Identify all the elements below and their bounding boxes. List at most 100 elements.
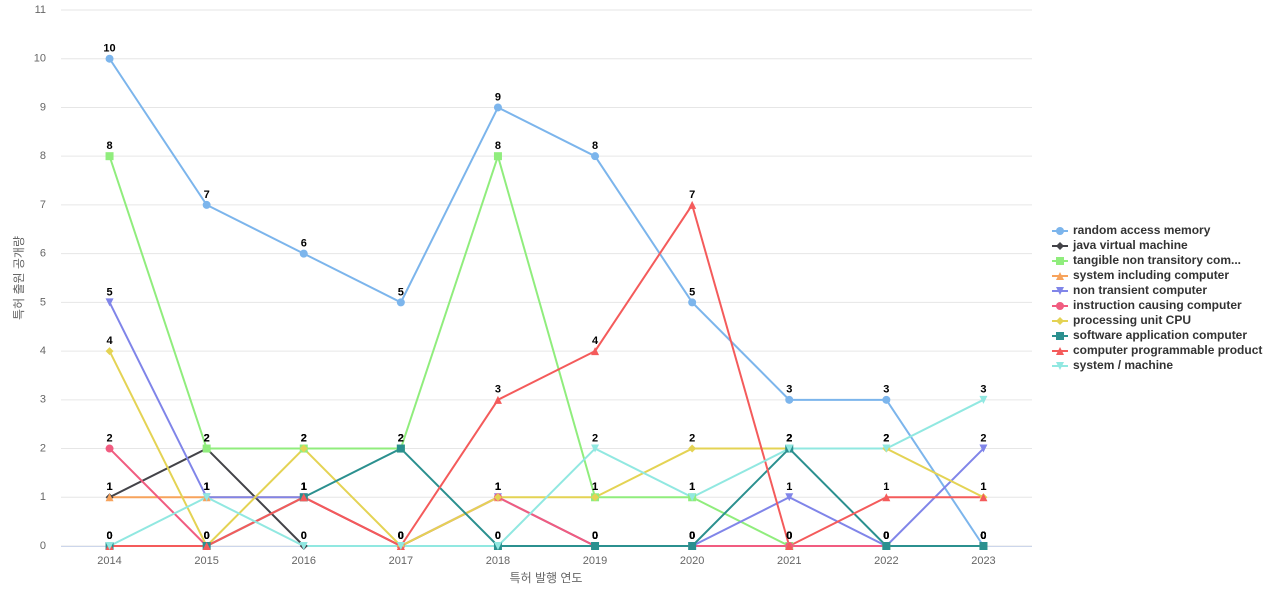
data-label: 0 (495, 530, 501, 542)
marker (105, 54, 114, 63)
data-label: 0 (204, 530, 210, 542)
data-label: 0 (592, 530, 598, 542)
data-label: 5 (106, 286, 112, 298)
data-label: 1 (495, 481, 501, 493)
data-label: 0 (398, 530, 404, 542)
marker (396, 444, 405, 453)
data-label: 9 (495, 91, 501, 103)
marker (396, 298, 405, 307)
data-label: 3 (495, 384, 501, 396)
data-label: 4 (106, 335, 113, 347)
data-label: 8 (592, 140, 598, 152)
legend-item[interactable]: non transient computer (1052, 283, 1207, 297)
marker (1056, 332, 1064, 340)
x-tick-label: 2021 (777, 555, 801, 567)
data-label: 0 (786, 530, 792, 542)
marker (105, 347, 114, 356)
marker (591, 152, 600, 161)
legend-item[interactable]: system including computer (1052, 268, 1229, 282)
data-label: 0 (883, 530, 889, 542)
marker (785, 395, 794, 404)
series-line (109, 202, 984, 548)
legend-label: java virtual machine (1072, 238, 1188, 252)
data-label: 2 (980, 432, 986, 444)
marker (785, 493, 794, 502)
data-label: 0 (301, 530, 307, 542)
data-label: 0 (398, 530, 404, 542)
data-label: 1 (106, 481, 112, 493)
marker (882, 444, 891, 453)
data-label: 2 (301, 432, 307, 444)
data-label: 2 (786, 432, 792, 444)
y-tick-label: 10 (34, 53, 46, 65)
marker (882, 395, 891, 404)
data-label: 0 (106, 530, 112, 542)
marker (1056, 227, 1064, 235)
data-label: 0 (689, 530, 695, 542)
data-label: 2 (398, 432, 404, 444)
legend-item[interactable]: java virtual machine (1052, 238, 1188, 252)
legend-label: non transient computer (1073, 283, 1207, 297)
data-label: 1 (301, 481, 307, 493)
marker (202, 200, 211, 209)
data-label: 2 (398, 432, 404, 444)
x-tick-label: 2015 (194, 555, 218, 567)
data-label: 1 (689, 481, 695, 493)
data-label: 0 (980, 530, 986, 542)
data-label: 1 (495, 481, 501, 493)
data-label: 3 (980, 384, 986, 396)
x-tick-label: 2014 (97, 555, 121, 567)
legend-item[interactable]: instruction causing computer (1052, 298, 1242, 312)
data-label: 1 (495, 481, 501, 493)
marker (882, 493, 891, 502)
data-label: 0 (398, 530, 404, 542)
marker (396, 542, 405, 550)
data-label: 0 (204, 530, 210, 542)
data-label: 2 (301, 432, 307, 444)
marker (882, 542, 891, 550)
marker (105, 152, 114, 161)
y-tick-label: 3 (40, 394, 46, 406)
data-label: 1 (301, 481, 307, 493)
legend-item[interactable]: computer programmable product (1052, 343, 1262, 357)
legend-item[interactable]: processing unit CPU (1052, 313, 1191, 327)
legend-label: instruction causing computer (1073, 298, 1242, 312)
x-tick-label: 2017 (389, 555, 413, 567)
data-label: 0 (883, 530, 889, 542)
data-label: 1 (495, 481, 501, 493)
y-tick-label: 0 (40, 540, 46, 552)
data-label: 0 (689, 530, 695, 542)
data-label: 5 (689, 286, 695, 298)
data-label: 1 (301, 481, 307, 493)
marker (591, 542, 600, 550)
legend-label: random access memory (1073, 223, 1211, 237)
legend-label: software application computer (1073, 328, 1247, 342)
data-label: 0 (786, 530, 792, 542)
x-tick-label: 2016 (292, 555, 316, 567)
data-label: 0 (786, 530, 792, 542)
legend-item[interactable]: tangible non transitory com... (1052, 253, 1241, 267)
marker (591, 347, 600, 356)
marker (1056, 302, 1064, 310)
marker (688, 200, 697, 209)
data-label: 0 (980, 530, 986, 542)
legend-item[interactable]: random access memory (1052, 223, 1211, 237)
marker (493, 493, 502, 502)
legend-item[interactable]: software application computer (1052, 328, 1247, 342)
data-label: 1 (592, 481, 598, 493)
y-tick-label: 1 (40, 491, 46, 503)
marker (1056, 272, 1064, 280)
marker (202, 444, 211, 453)
legend-item[interactable]: system / machine (1052, 358, 1173, 372)
data-label: 1 (689, 481, 695, 493)
data-label: 0 (204, 530, 210, 542)
data-label: 0 (301, 530, 307, 542)
data-label: 2 (786, 432, 792, 444)
data-label: 1 (980, 481, 986, 493)
marker (299, 249, 308, 258)
marker (591, 493, 600, 502)
marker (979, 395, 988, 404)
marker (1056, 347, 1064, 355)
data-label: 1 (204, 481, 210, 493)
y-tick-label: 11 (35, 4, 46, 16)
